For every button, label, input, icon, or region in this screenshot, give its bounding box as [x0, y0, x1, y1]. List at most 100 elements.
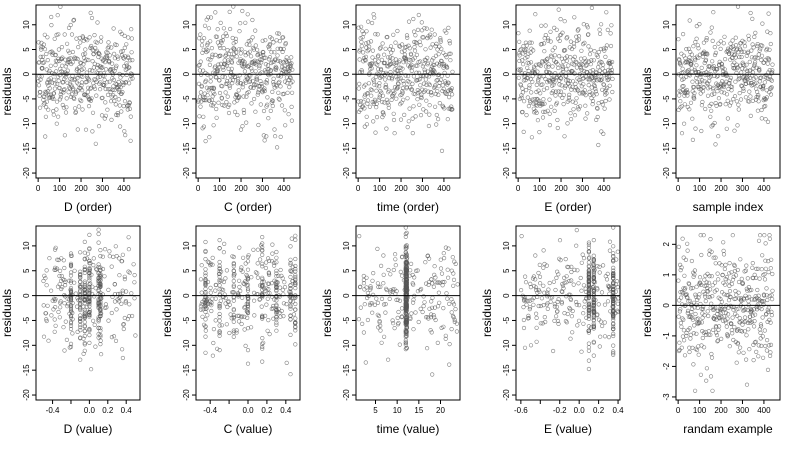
data-point	[62, 133, 68, 138]
data-point	[76, 298, 81, 303]
data-point	[418, 59, 423, 64]
data-point	[269, 281, 275, 286]
data-point	[129, 36, 134, 41]
data-point	[707, 295, 713, 300]
data-point	[751, 66, 756, 71]
data-point	[517, 39, 522, 44]
y-tick-label: 10	[502, 20, 511, 29]
data-point	[740, 322, 745, 327]
data-point	[266, 256, 271, 261]
data-point	[60, 102, 65, 108]
data-point	[766, 270, 771, 275]
data-point	[757, 75, 763, 81]
data-point	[453, 307, 458, 312]
data-point	[721, 240, 726, 245]
data-point	[609, 23, 614, 28]
data-point	[554, 275, 559, 281]
data-point	[737, 54, 742, 60]
data-point	[433, 275, 438, 280]
data-point	[733, 79, 738, 84]
data-point	[367, 302, 373, 308]
data-point	[78, 269, 83, 274]
data-point	[733, 66, 738, 71]
data-point	[280, 49, 285, 55]
data-point	[436, 116, 441, 122]
data-point	[114, 42, 119, 48]
data-point	[683, 286, 688, 291]
data-point	[579, 349, 584, 354]
data-point	[556, 89, 561, 94]
data-point	[92, 86, 98, 91]
data-point	[422, 300, 427, 305]
data-point	[451, 302, 457, 307]
data-point	[57, 315, 62, 320]
data-point	[687, 326, 692, 331]
x-tick-label: 200	[394, 184, 408, 193]
data-point	[242, 61, 247, 67]
data-point	[249, 66, 254, 71]
data-point	[199, 84, 204, 89]
data-point	[265, 328, 270, 333]
data-point	[611, 265, 616, 271]
data-point	[362, 302, 367, 307]
data-point	[534, 110, 539, 115]
data-point	[746, 37, 752, 42]
data-point	[725, 333, 731, 338]
data-point	[541, 109, 546, 114]
data-point	[722, 34, 727, 39]
data-point	[385, 100, 390, 105]
data-point	[96, 70, 101, 76]
data-point	[404, 319, 409, 324]
data-point	[403, 231, 408, 237]
data-point	[712, 120, 717, 126]
data-point	[685, 295, 690, 300]
data-point	[424, 281, 429, 286]
data-point	[721, 248, 726, 253]
data-point	[99, 35, 104, 40]
data-point	[525, 316, 531, 321]
plot-frame	[195, 4, 301, 179]
x-tick-label: 0.2	[261, 406, 273, 415]
y-tick-label: -15	[502, 142, 511, 154]
data-point	[404, 230, 409, 235]
y-tick-label: 0	[342, 71, 351, 76]
data-point	[697, 79, 702, 84]
data-point	[208, 79, 213, 84]
data-point	[90, 284, 95, 289]
data-point	[760, 43, 765, 49]
data-point	[117, 124, 123, 129]
x-tick-label: 400	[117, 184, 131, 193]
data-point	[55, 13, 60, 18]
data-point	[211, 327, 216, 332]
data-point	[260, 49, 266, 55]
x-tick-label: 0	[676, 184, 681, 193]
data-point	[591, 353, 596, 358]
data-point	[590, 98, 596, 104]
data-point	[60, 63, 65, 68]
data-point	[291, 312, 297, 317]
data-point	[437, 300, 442, 305]
data-point	[247, 78, 253, 83]
data-point	[682, 353, 688, 358]
data-point	[278, 267, 283, 273]
data-point	[557, 256, 562, 261]
data-point	[691, 331, 696, 336]
data-point	[520, 62, 526, 67]
data-point	[221, 250, 226, 255]
data-point	[748, 309, 753, 315]
data-point	[614, 257, 619, 262]
data-point	[769, 293, 774, 298]
data-point	[196, 98, 201, 103]
data-point	[545, 301, 550, 306]
data-point	[605, 27, 610, 33]
data-point	[691, 300, 697, 305]
data-point	[591, 274, 596, 280]
data-point	[243, 261, 248, 266]
data-point	[277, 38, 282, 44]
data-point	[697, 22, 702, 27]
data-point	[541, 87, 547, 92]
data-point	[692, 388, 698, 393]
data-point	[586, 256, 592, 261]
data-point	[716, 96, 722, 101]
data-point	[71, 86, 76, 91]
